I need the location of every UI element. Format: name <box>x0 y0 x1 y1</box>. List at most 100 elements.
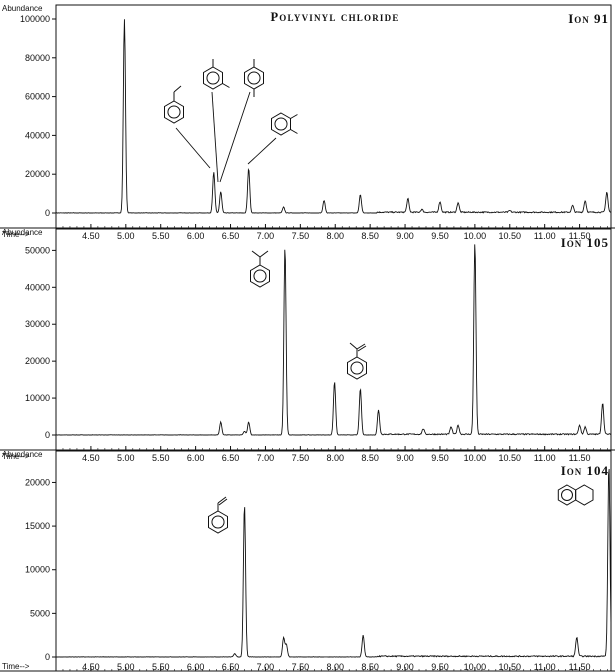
tetralin-ring <box>561 489 573 501</box>
xylene-structure-icon-2-ring <box>247 71 261 85</box>
panel-3-ytick-label-0: 0 <box>45 652 50 662</box>
xylene-structure-icon-2 <box>244 66 264 90</box>
panel-3-xtick-label-12: 10.50 <box>499 662 522 672</box>
ethylbenzene-structure-icon-ring <box>167 105 181 119</box>
ethyl-bond <box>173 85 182 93</box>
panel-2-peak-4 <box>334 381 335 382</box>
panel-3-ytick-label-4: 20000 <box>25 477 50 487</box>
panel-3-xtick-label-3: 6.00 <box>187 662 205 672</box>
panel-3-xtick-label-14: 11.50 <box>569 662 591 672</box>
panel-2-xtick-label-6: 7.50 <box>292 453 310 463</box>
panel-2-ylabel: Abundance <box>2 228 43 237</box>
panel-2-trace <box>55 244 612 436</box>
panel-2-peak-3 <box>284 246 285 247</box>
panel-3-xtick-label-2: 5.50 <box>152 662 170 672</box>
ms-bond-a <box>349 342 358 350</box>
xylene-structure-icon-3-bond <box>290 114 298 119</box>
panel-2-peak-10 <box>474 242 475 243</box>
cumene-structure-icon <box>250 264 270 288</box>
ms-bond-c <box>357 345 367 352</box>
panel-2-xtick-label-14: 11.50 <box>569 453 591 463</box>
panel-2-xtick-label-13: 11.00 <box>534 453 556 463</box>
panel-2-xtick-label-1: 5.00 <box>117 453 135 463</box>
panel-1-xtick-label-7: 8.00 <box>326 231 344 241</box>
panel-1-xtick-label-9: 9.00 <box>396 231 414 241</box>
panel-2-xtick-label-0: 4.50 <box>82 453 100 463</box>
panel-1-xtick-label-4: 6.50 <box>222 231 240 241</box>
panel-3-xlabel: Time--> <box>2 662 30 671</box>
panel-3-xtick-label-5: 7.00 <box>257 662 275 672</box>
panel-1-xtick-label-3: 6.00 <box>187 231 205 241</box>
panel-2-xtick-label-3: 6.00 <box>187 453 205 463</box>
panel-3-ytick-label-2: 10000 <box>25 565 50 575</box>
panel-1-ytick-label-5: 100000 <box>20 14 50 24</box>
panel-1-xtick-label-5: 7.00 <box>257 231 275 241</box>
panel-3-xtick-label-9: 9.00 <box>396 662 414 672</box>
panel-2-ytick-label-1: 10000 <box>25 393 50 403</box>
panel-1-xlabel: Time--> <box>2 230 30 239</box>
panel-1-xtick-label-14: 11.50 <box>569 231 591 241</box>
panel-3-xtick-label-13: 11.00 <box>534 662 556 672</box>
panel-2-xtick-label-5: 7.00 <box>257 453 275 463</box>
cumene-structure-icon-ring <box>253 269 267 283</box>
panel-3-xtick-label-0: 4.50 <box>82 662 100 672</box>
panel-1-ion-label: Ion 91 <box>568 11 609 26</box>
panel-2-ytick-label-3: 30000 <box>25 319 50 329</box>
panel-2-xtick-label-4: 6.50 <box>222 453 240 463</box>
panel-2-frame <box>55 228 612 451</box>
panel-2-xlabel: Time--> <box>2 452 30 461</box>
panel-1-xtick-label-0: 4.50 <box>82 231 100 241</box>
panel-3-xtick-label-4: 6.50 <box>222 662 240 672</box>
panel-1-trace <box>55 19 612 214</box>
panel-2-xtick-label-7: 8.00 <box>326 453 344 463</box>
cumene-bond-b <box>259 250 269 258</box>
panel-2-xtick-label-9: 9.00 <box>396 453 414 463</box>
panel-1-xtick-label-12: 10.50 <box>499 231 522 241</box>
panel-3-ytick-label-1: 5000 <box>30 608 50 618</box>
xylene-structure-icon-1-bond <box>222 83 230 88</box>
sty-bond-b <box>218 498 228 506</box>
pointer-line-1 <box>175 127 211 169</box>
pointer-line-4 <box>247 137 277 165</box>
panel-3-xtick-label-8: 8.50 <box>361 662 379 672</box>
panel-2-ytick-label-0: 0 <box>45 430 50 440</box>
panel-1-frame <box>55 4 612 229</box>
panel-1-xtick-label-2: 5.50 <box>152 231 170 241</box>
panel-3-ion-label: Ion 104 <box>561 463 609 478</box>
panel-1-ytick-label-0: 0 <box>45 208 50 218</box>
panel-2-xtick-label-11: 10.00 <box>464 453 487 463</box>
panel-1-ylabel: Abundance <box>2 4 43 13</box>
pointer-line-2 <box>211 91 219 183</box>
panel-1-ytick-label-2: 40000 <box>25 130 50 140</box>
xylene-structure-icon-3-bond <box>290 129 298 134</box>
sty-bond-a <box>217 496 227 504</box>
panel-1-xtick-label-13: 11.00 <box>534 231 556 241</box>
figure-title: Polyvinyl chloride <box>270 10 399 24</box>
panel-2-ytick-label-5: 50000 <box>25 245 50 255</box>
styrene-structure-icon <box>208 510 228 534</box>
panel-3-trace <box>55 468 612 658</box>
xylene-structure-icon-3 <box>271 112 291 136</box>
panel-3-ytick-label-3: 15000 <box>25 521 50 531</box>
panel-1-xtick-label-1: 5.00 <box>117 231 135 241</box>
panel-2-ion-label: Ion 105 <box>561 235 609 250</box>
panel-3-xtick-label-11: 10.00 <box>464 662 487 672</box>
tetralin-saturated-ring <box>575 484 594 506</box>
panel-1-xtick-label-8: 8.50 <box>361 231 379 241</box>
panel-1-ytick-label-3: 60000 <box>25 92 50 102</box>
panel-1-xtick-label-10: 9.50 <box>431 231 449 241</box>
panel-3-ylabel: Abundance <box>2 450 43 459</box>
panel-2-xtick-label-8: 8.50 <box>361 453 379 463</box>
panel-3-xtick-label-1: 5.00 <box>117 662 135 672</box>
styrene-structure-icon-ring <box>211 515 225 529</box>
methylstyrene-structure-icon-ring <box>350 361 364 375</box>
xylene-structure-icon-1 <box>203 66 223 90</box>
cumene-bond-a <box>251 250 261 258</box>
methylstyrene-structure-icon <box>347 356 367 380</box>
panel-2-xtick-label-10: 9.50 <box>431 453 449 463</box>
panel-3-xtick-label-7: 8.00 <box>326 662 344 672</box>
xylene-structure-icon-3-ring <box>274 117 288 131</box>
tetralin-structure-icon <box>557 484 577 506</box>
